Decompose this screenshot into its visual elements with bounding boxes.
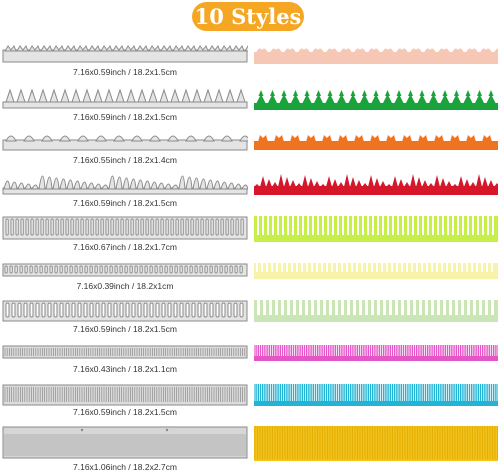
- tulip-border-die-icon: [2, 132, 248, 152]
- zigzag-border-die-icon: [2, 263, 248, 277]
- grass-border-die-icon: [2, 172, 248, 196]
- scallop-heart-die-icon: [2, 44, 248, 64]
- dimension-label: 7.16x0.59inch / 18.2x1.5cm: [73, 67, 177, 77]
- long-fine-fringe-strip-icon: [254, 384, 498, 406]
- wide-fringe-strip-icon: [254, 300, 498, 322]
- dimension-label: 7.16x1.06inch / 18.2x2.7cm: [73, 462, 177, 472]
- dimension-label: 7.16x0.59inch / 18.2x1.5cm: [73, 324, 177, 334]
- dimension-label: 7.16x0.59inch / 18.2x1.5cm: [73, 407, 177, 417]
- fine-fringe-die-icon: [2, 345, 248, 359]
- fringe-border-strip-icon: [254, 216, 498, 242]
- tall-fringe-strip-icon: [254, 426, 498, 461]
- dimension-label: 7.16x0.67inch / 18.2x1.7cm: [73, 242, 177, 252]
- fine-fringe-strip-icon: [254, 345, 498, 361]
- tree-border-strip-icon: [254, 88, 498, 110]
- dimension-label: 7.16x0.59inch / 18.2x1.5cm: [73, 112, 177, 122]
- grass-border-strip-icon: [254, 172, 498, 196]
- wide-fringe-die-icon: [2, 300, 248, 322]
- styles-badge: 10 Styles: [192, 2, 304, 31]
- dimension-label: 7.16x0.43inch / 18.2x1.1cm: [73, 364, 177, 374]
- dimension-label: 7.16x0.59inch / 18.2x1.5cm: [73, 198, 177, 208]
- zigzag-border-strip-icon: [254, 263, 498, 279]
- dimension-label: 7.16x0.39inch / 18.2x1cm: [76, 281, 174, 291]
- tulip-border-strip-icon: [254, 132, 498, 152]
- tall-fringe-die-icon: [2, 426, 248, 459]
- tree-border-die-icon: [2, 88, 248, 110]
- heart-border-strip-icon: [254, 44, 498, 66]
- fringe-border-die-icon: [2, 216, 248, 240]
- dimension-label: 7.16x0.55inch / 18.2x1.4cm: [73, 155, 177, 165]
- long-fine-fringe-die-icon: [2, 384, 248, 406]
